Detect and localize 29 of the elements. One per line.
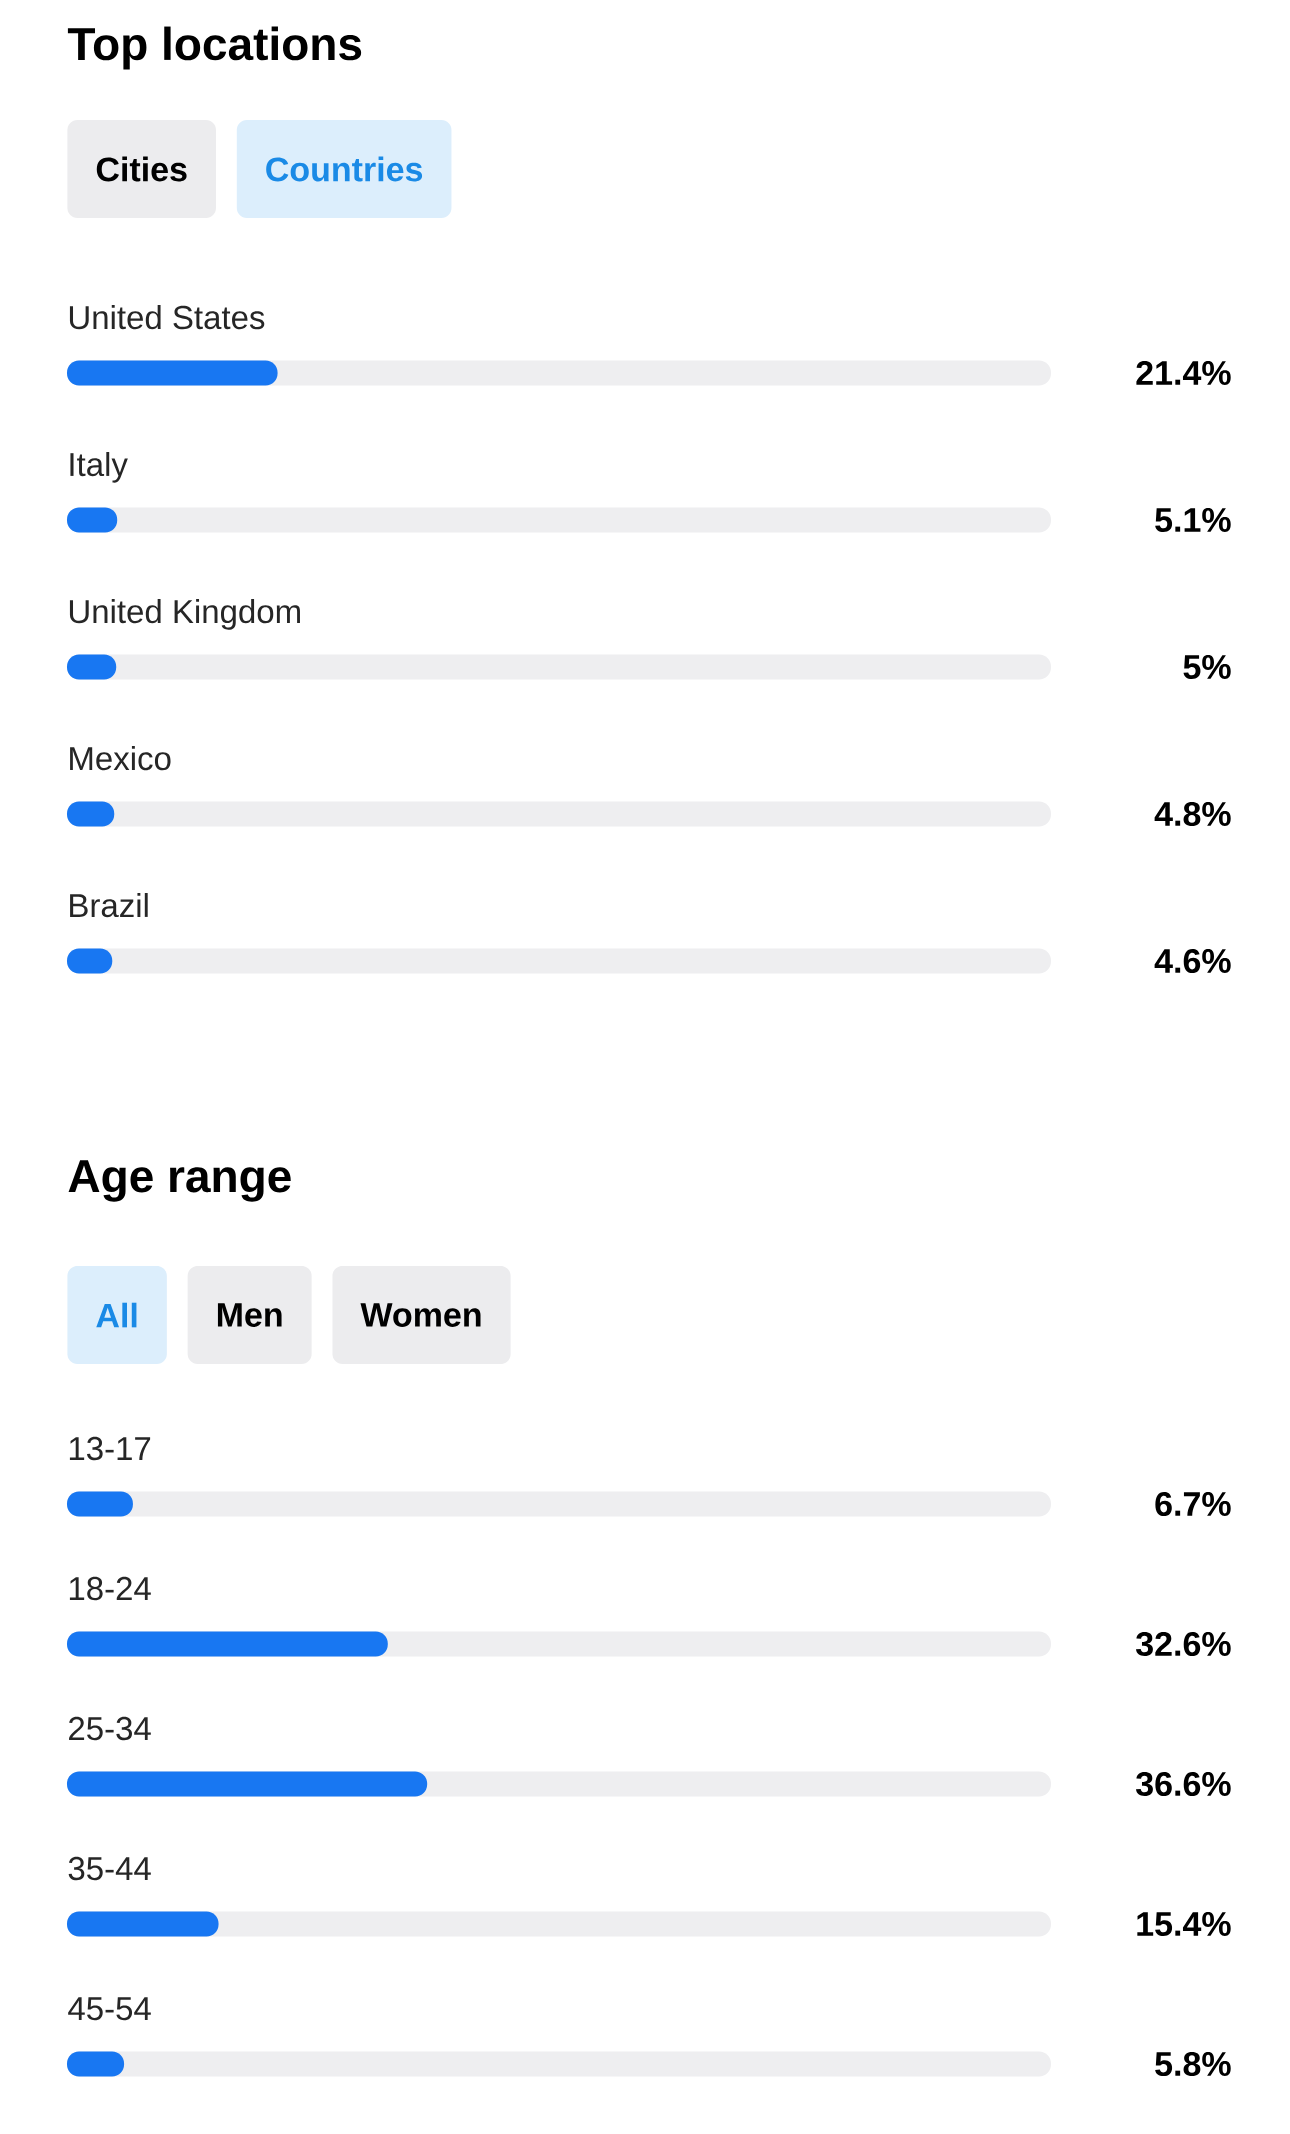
data-label: 4.8%	[1154, 801, 1231, 827]
y-tick-label: United Kingdom	[69, 599, 300, 630]
data-label: 32.6%	[1135, 1631, 1231, 1657]
data-label: 5.1%	[1155, 508, 1231, 533]
y-tick-label: 18-24	[69, 1576, 151, 1601]
y-tick-label: Mexico	[70, 746, 171, 771]
data-label: 21.4%	[1136, 361, 1231, 385]
chart-title: Age range	[68, 1160, 291, 1202]
data-label: 4.6%	[1154, 948, 1231, 974]
y-tick-label: Brazil	[70, 893, 148, 918]
text: All	[96, 1302, 137, 1328]
data-label: 36.6%	[1135, 1771, 1231, 1797]
data-label: 15.4%	[1137, 1912, 1231, 1937]
y-tick-label: United States	[69, 305, 265, 330]
text: Countries	[266, 156, 423, 182]
y-tick-label: Italy	[70, 452, 128, 483]
chart-title: Top locations	[67, 26, 362, 70]
y-tick-label: 35-44	[68, 1856, 151, 1881]
data-label: 5%	[1183, 655, 1231, 680]
y-tick-label: 25-34	[69, 1716, 151, 1741]
text: Cities	[96, 156, 187, 182]
text: Men	[217, 1303, 282, 1327]
data-label: 6.7%	[1155, 1491, 1231, 1517]
y-tick-label: 45-54	[68, 1997, 151, 2021]
data-label: 5.8%	[1155, 2051, 1231, 2077]
text: Women	[360, 1303, 481, 1327]
bar	[67, 360, 278, 386]
y-tick-label: 13-17	[69, 1436, 151, 1461]
bar	[67, 1911, 219, 1937]
